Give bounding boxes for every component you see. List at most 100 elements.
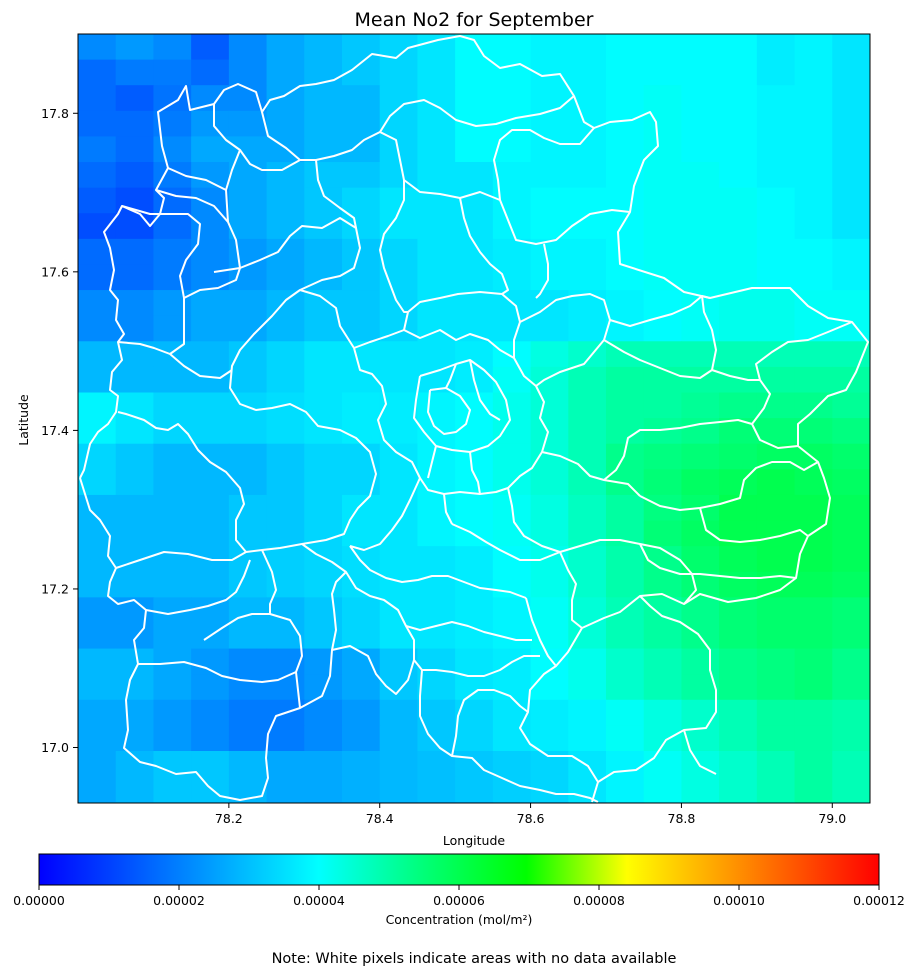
- heatmap-cell: [530, 750, 569, 778]
- heatmap-cell: [342, 162, 381, 189]
- heatmap-cell: [153, 34, 192, 61]
- heatmap-cell: [794, 546, 833, 573]
- heatmap-cell: [643, 674, 683, 701]
- heatmap-cell: [908, 956, 917, 975]
- heatmap-cell: [870, 418, 908, 444]
- heatmap-cell: [832, 213, 870, 240]
- heatmap-cell: [304, 315, 343, 342]
- heatmap-cell: [568, 34, 607, 61]
- heatmap-cell: [228, 238, 268, 266]
- heatmap-cell: [455, 648, 494, 675]
- heatmap-cell: [568, 418, 607, 445]
- heatmap-cell: [531, 828, 569, 854]
- heatmap-cell: [115, 494, 155, 522]
- heatmap-cell: [228, 366, 268, 394]
- heatmap-cell: [379, 520, 419, 547]
- heatmap-cell: [115, 776, 155, 803]
- heatmap-cell: [455, 674, 494, 701]
- heatmap-cell: [908, 162, 917, 188]
- heatmap-cell: [756, 597, 796, 624]
- heatmap-cell: [756, 341, 796, 368]
- heatmap-cell: [643, 162, 683, 189]
- heatmap-cell: [379, 469, 419, 496]
- heatmap-cell: [115, 392, 155, 419]
- heatmap-cell: [606, 392, 645, 419]
- heatmap-cell: [908, 213, 917, 239]
- heatmap-cell: [643, 34, 683, 61]
- heatmap-cell: [379, 443, 419, 470]
- heatmap-cell: [492, 674, 532, 701]
- heatmap-cell: [191, 110, 230, 138]
- heatmap-cell: [417, 59, 456, 86]
- heatmap-cell: [191, 315, 230, 342]
- heatmap-cell: [606, 674, 645, 701]
- district-boundaries: [79, 35, 869, 803]
- boundary-w-2: [117, 189, 241, 379]
- heatmap-cell: [191, 34, 230, 61]
- heatmap-cell: [832, 956, 870, 975]
- heatmap-cell: [606, 520, 645, 547]
- plot-frame: [77, 33, 871, 804]
- heatmap-cell: [832, 136, 870, 163]
- heatmap-cell: [115, 571, 155, 598]
- heatmap-cell: [643, 597, 683, 624]
- x-tick-label: 78.8: [668, 811, 696, 826]
- heatmap-cell: [681, 59, 720, 86]
- x-tick-label: 78.6: [517, 811, 545, 826]
- heatmap-cell: [78, 622, 117, 650]
- heatmap-cell: [756, 162, 796, 189]
- heatmap-cell: [379, 418, 419, 445]
- heatmap-cell: [530, 290, 569, 317]
- heatmap-cell: [908, 572, 917, 598]
- heatmap-cell: [756, 264, 796, 291]
- heatmap-cell: [304, 110, 343, 138]
- heatmap-cell: [794, 85, 833, 112]
- heatmap-cell: [304, 674, 343, 701]
- boundary-s-1: [525, 595, 717, 783]
- heatmap-cell: [794, 520, 833, 547]
- heatmap-cell: [304, 802, 343, 803]
- heatmap-cell: [342, 828, 380, 854]
- heatmap-cell: [530, 264, 569, 291]
- x-axis-label: Longitude: [443, 833, 505, 848]
- heatmap-cell: [832, 162, 870, 189]
- heatmap-cell: [78, 213, 117, 240]
- heatmap-cell: [870, 264, 908, 290]
- heatmap-cell: [908, 341, 917, 367]
- heatmap-cell: [191, 238, 230, 266]
- heatmap-cell: [530, 725, 569, 752]
- heatmap-cell: [342, 905, 380, 931]
- heatmap-cell: [756, 85, 796, 112]
- heatmap-cell: [719, 674, 758, 701]
- heatmap-cell: [870, 290, 908, 316]
- heatmap-cell: [794, 597, 833, 624]
- heatmap-cell: [304, 725, 343, 752]
- heatmap-cell: [832, 546, 870, 573]
- heatmap-cell: [530, 392, 569, 419]
- heatmap-cell: [492, 85, 532, 112]
- heatmap-cell: [417, 699, 456, 726]
- heatmap-cell: [342, 674, 381, 701]
- heatmap-cell: [342, 392, 381, 419]
- heatmap-cell: [530, 571, 569, 598]
- heatmap-cell: [832, 750, 870, 778]
- heatmap-cell: [681, 136, 720, 163]
- heatmap-cell: [417, 494, 456, 522]
- heatmap-cell: [531, 905, 569, 931]
- heatmap-cell: [191, 828, 229, 854]
- heatmap-cell: [304, 699, 343, 726]
- heatmap-cell: [266, 366, 305, 394]
- heatmap-cell: [266, 750, 305, 778]
- heatmap-cell: [870, 956, 908, 975]
- heatmap-cell: [870, 162, 908, 188]
- heatmap-cell: [606, 802, 645, 803]
- heatmap-cell: [78, 187, 117, 214]
- heatmap-cell: [153, 85, 192, 112]
- heatmap-cell: [908, 802, 917, 828]
- heatmap-cell: [379, 674, 419, 701]
- heatmap-cell: [191, 571, 230, 598]
- heatmap-cell: [719, 725, 758, 752]
- heatmap-cell: [568, 494, 607, 522]
- heatmap-cell: [78, 443, 117, 470]
- heatmap-cell: [606, 699, 645, 726]
